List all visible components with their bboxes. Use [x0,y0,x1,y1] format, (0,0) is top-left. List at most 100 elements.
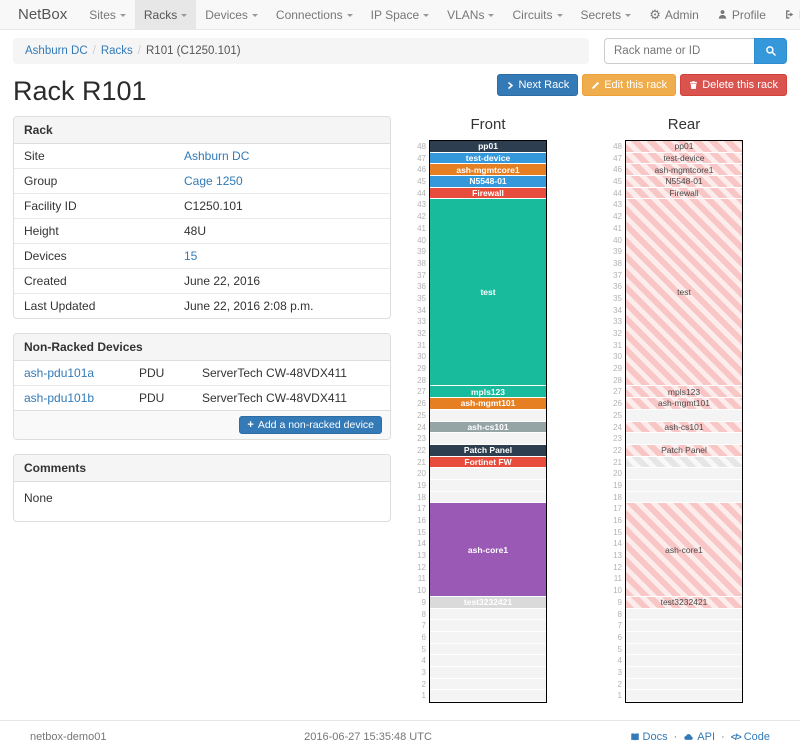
rack-empty-unit[interactable] [626,643,742,655]
rack-empty-unit[interactable] [430,491,546,503]
rack-device[interactable]: ash-mgmtcore1 [430,164,546,176]
rack-empty-unit[interactable] [626,620,742,631]
add-non-racked-device-button[interactable]: + Add a non-racked device [239,416,382,434]
rack-empty-unit[interactable] [626,666,742,678]
attr-label: Group [14,168,174,194]
unit-number: 5 [617,644,622,654]
code-link[interactable]: </> Code [731,731,770,743]
nav-profile[interactable]: Profile [708,0,775,29]
docs-link[interactable]: Docs [630,731,668,743]
unit-number: 13 [613,551,622,561]
rack-device[interactable]: test3232421 [626,596,742,608]
rack-device[interactable]: test-device [626,152,742,164]
rack-empty-unit[interactable] [430,690,546,701]
rack-occupied-space[interactable] [626,456,742,468]
rack-device[interactable]: pp01 [626,141,742,152]
rack-device[interactable]: N5548-01 [626,176,742,187]
table-row: Last Updated June 22, 2016 2:08 p.m. [14,293,390,318]
rack-empty-unit[interactable] [430,479,546,491]
rack-search-button[interactable] [754,38,787,64]
rack-empty-unit[interactable] [626,491,742,503]
rack-empty-unit[interactable] [430,678,546,690]
rack-empty-unit[interactable] [626,678,742,690]
unit-number: 32 [613,329,622,338]
rack-empty-unit[interactable] [430,631,546,643]
rack-empty-unit[interactable] [626,433,742,444]
breadcrumb-item[interactable]: Ashburn DC [25,45,88,57]
rack-device[interactable]: ash-mgmt101 [626,398,742,409]
nav-logout[interactable]: Log out [775,0,800,29]
rack-search-input[interactable] [604,38,754,64]
unit-number: 1 [421,691,426,701]
rack-device[interactable]: ash-mgmtcore1 [626,164,742,176]
nav-item-vlans[interactable]: VLANs [438,0,503,29]
rack-empty-unit[interactable] [430,643,546,655]
api-link[interactable]: API [683,731,715,743]
attr-value-link[interactable]: Ashburn DC [184,149,250,163]
rack-device[interactable]: test-device [430,152,546,164]
attr-value: Ashburn DC [174,144,390,169]
attr-value-link[interactable]: 15 [184,249,198,263]
rack-empty-unit[interactable] [626,631,742,643]
delete-rack-button[interactable]: Delete this rack [680,74,787,96]
device-name-link[interactable]: ash-pdu101a [24,366,95,380]
rack-empty-unit[interactable] [430,620,546,631]
rear-unit-numbers: 48 47 46 45 44 43 42 41 40 39 38 37 36 35 34 33 32 31 30 29… [609,140,625,703]
rack-empty-unit[interactable] [430,666,546,678]
nav-item-ip-space[interactable]: IP Space [362,0,438,29]
rack-device[interactable]: ash-core1 [626,503,742,596]
rack-device[interactable]: Firewall [430,187,546,199]
unit-number: 39 [613,247,622,257]
netbox-brand[interactable]: NetBox [18,6,68,23]
rack-empty-unit[interactable] [626,690,742,701]
rack-empty-unit[interactable] [430,433,546,444]
rack-empty-unit[interactable] [430,409,546,421]
rack-device[interactable]: mpls123 [430,386,546,398]
unit-number: 17 [613,504,622,514]
rack-device[interactable]: test [430,199,546,386]
nav-item-racks[interactable]: Racks [134,0,197,29]
nav-admin[interactable]: ⚙ Admin [640,0,708,29]
unit-number: 26 [417,399,426,409]
unit-number: 29 [417,364,426,374]
rack-empty-unit[interactable] [626,409,742,421]
nav-item-label: IP Space [370,7,420,22]
non-racked-panel: Non-Racked Devices ash-pdu101a PDU ServerT… [13,333,391,440]
rack-device[interactable]: Fortinet FW [430,456,546,468]
rack-empty-unit[interactable] [430,468,546,479]
table-row: Site Ashburn DC [14,144,390,169]
api-label: API [697,731,716,743]
edit-rack-button[interactable]: Edit this rack [582,74,677,96]
nav-item-circuits[interactable]: Circuits [503,0,571,29]
attr-value-link[interactable]: Cage 1250 [184,174,243,188]
rack-device[interactable]: test3232421 [430,596,546,608]
nav-item-secrets[interactable]: Secrets [572,0,641,29]
unit-number: 34 [417,305,426,315]
rack-device[interactable]: mpls123 [626,386,742,398]
rack-device[interactable]: test [626,199,742,386]
rack-device[interactable]: Firewall [626,187,742,199]
breadcrumb-item[interactable]: Racks [100,45,133,57]
rack-device[interactable]: Patch Panel [430,444,546,456]
nav-item-devices[interactable]: Devices [196,0,267,29]
rack-empty-unit[interactable] [626,468,742,479]
rack-device[interactable]: Patch Panel [626,444,742,456]
nav-item-sites[interactable]: Sites [80,0,135,29]
table-row: Created June 22, 2016 [14,268,390,294]
rack-empty-unit[interactable] [430,608,546,620]
unit-number: 26 [613,399,622,409]
rack-device-label: Patch Panel [463,445,513,456]
rack-device[interactable]: ash-core1 [430,503,546,596]
rack-device[interactable]: ash-cs101 [430,421,546,433]
device-name-link[interactable]: ash-pdu101b [24,391,95,405]
rack-empty-unit[interactable] [626,655,742,666]
nav-item-connections[interactable]: Connections [267,0,362,29]
rack-device[interactable]: pp01 [430,141,546,152]
rack-empty-unit[interactable] [626,608,742,620]
rack-device[interactable]: ash-mgmt101 [430,398,546,409]
rack-empty-unit[interactable] [430,655,546,666]
rack-device[interactable]: ash-cs101 [626,421,742,433]
rack-empty-unit[interactable] [626,479,742,491]
rack-device[interactable]: N5548-01 [430,176,546,187]
next-rack-button[interactable]: Next Rack [497,74,579,96]
